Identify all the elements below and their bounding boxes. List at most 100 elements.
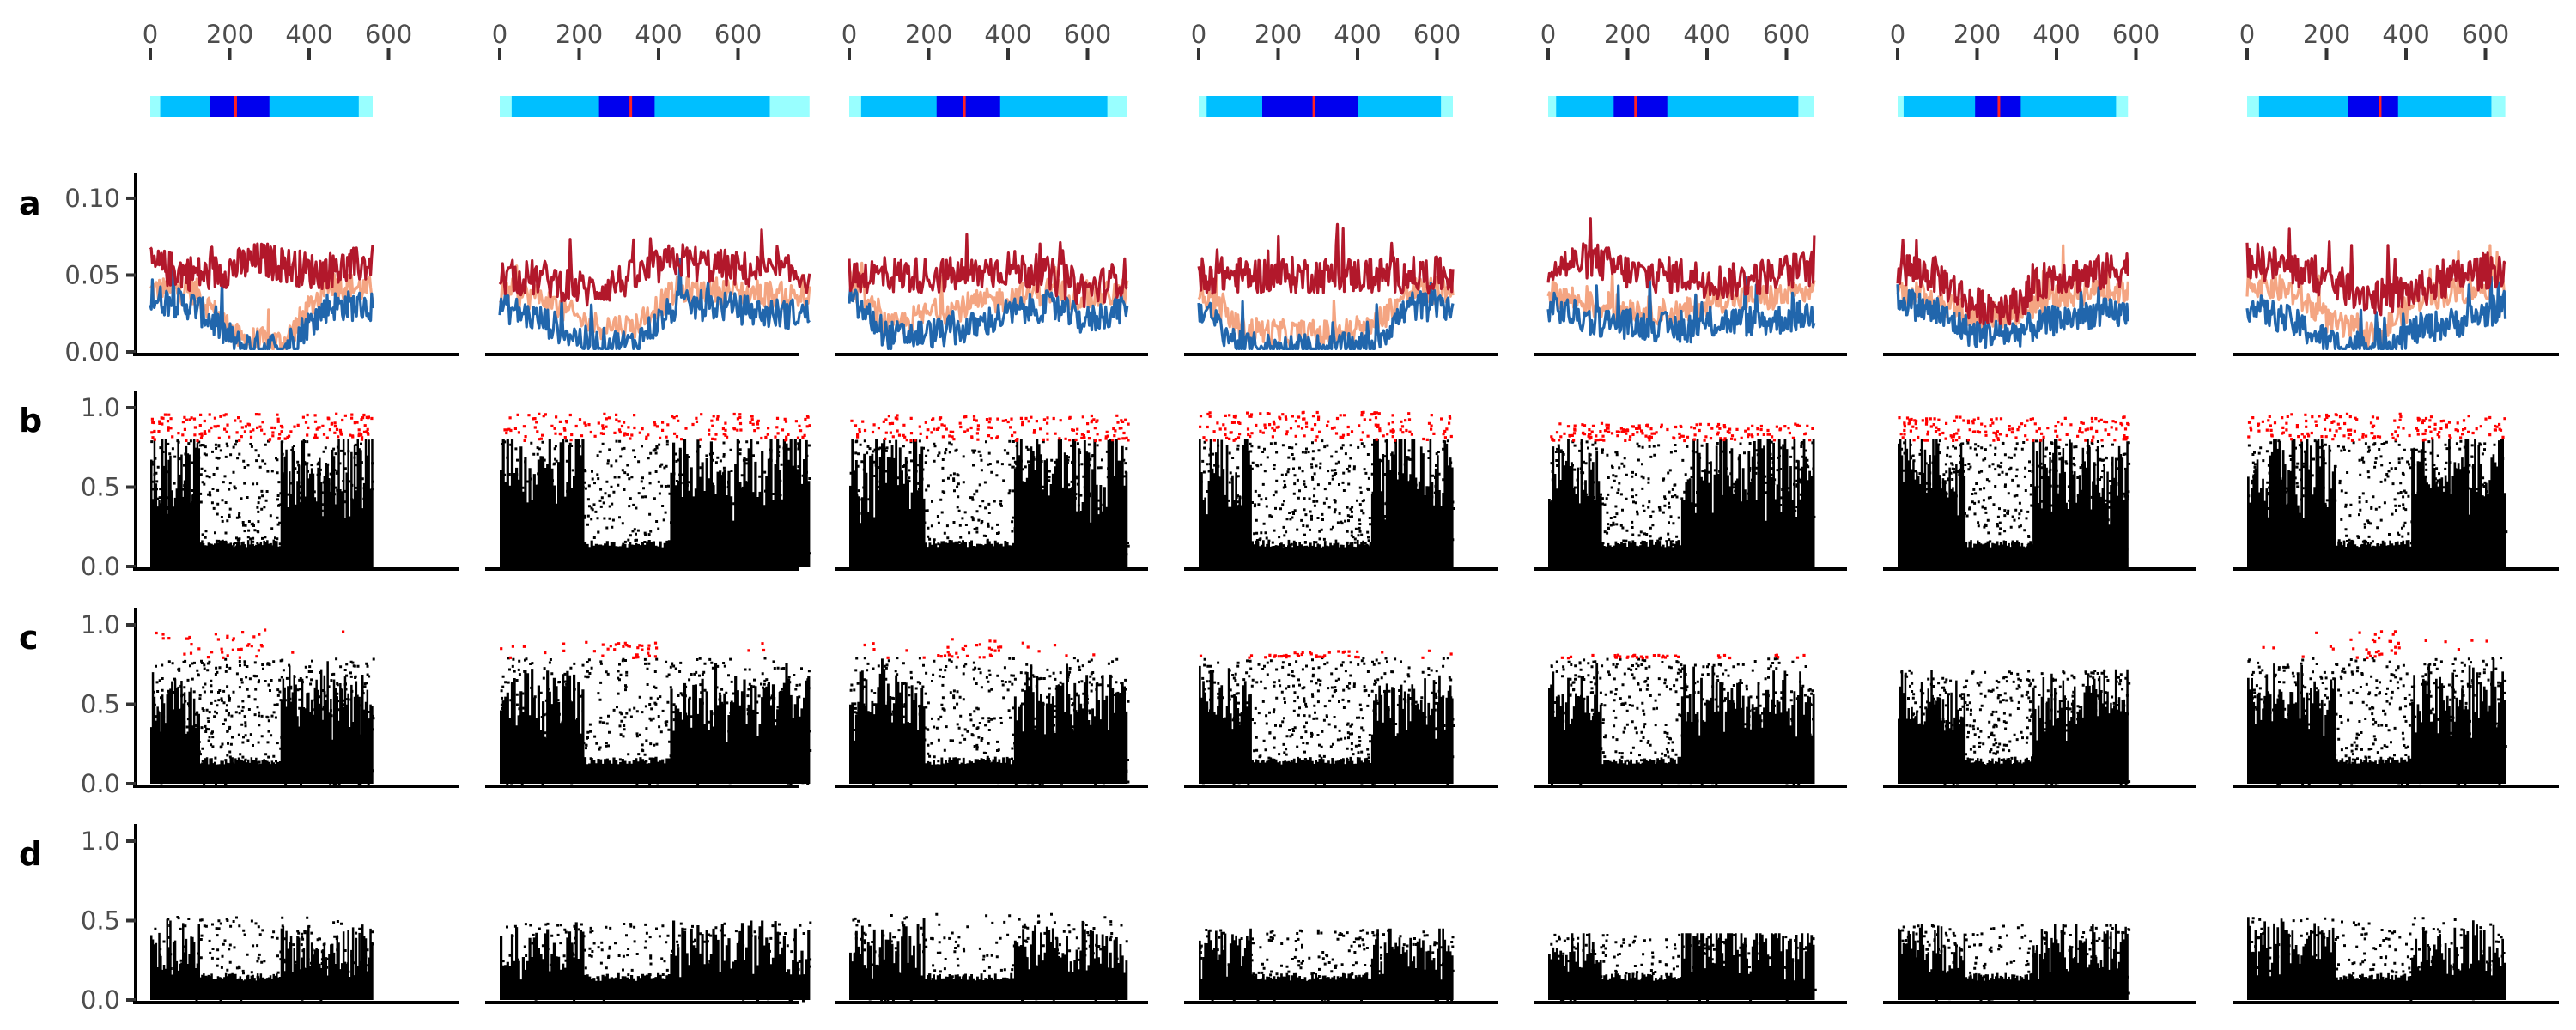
point-mass [1199, 439, 1454, 566]
panel-letter: a [19, 185, 41, 222]
highlighted-points [2247, 412, 2506, 442]
point-mass [500, 663, 811, 784]
top-tick-label: 200 [556, 20, 603, 49]
top-tick-label: 600 [1413, 20, 1461, 49]
ideogram-centromere [210, 96, 270, 117]
top-tick-label: 600 [365, 20, 412, 49]
point-mass [500, 439, 811, 566]
point-mass [1898, 439, 2129, 566]
series-low-line [1197, 282, 1455, 350]
series-low-line [498, 258, 811, 350]
y-tick-label: 0.5 [81, 473, 120, 502]
panel-c-1 [133, 628, 459, 788]
y-tick-label: 0.0 [81, 552, 120, 581]
chromosome-ideogram-2 [500, 96, 810, 117]
chromosome-ideogram-5 [1548, 96, 1814, 117]
chromosome-ideogram-1 [150, 96, 373, 117]
panel-a-4 [1184, 222, 1498, 356]
point-mass [1548, 933, 1815, 1000]
y-tick-label: 0.5 [81, 690, 120, 719]
panel-c-5 [1534, 653, 1847, 788]
top-tick-label: 400 [635, 20, 682, 49]
panel-c-3 [835, 638, 1148, 788]
scatter-points [1548, 657, 1815, 785]
top-tick-label: 600 [1763, 20, 1810, 49]
ideogram-arm-band [1556, 96, 1799, 117]
ideogram-centromere [1613, 96, 1668, 117]
top-tick-label: 600 [1064, 20, 1111, 49]
point-mass [1548, 439, 1815, 566]
point-mass [150, 661, 374, 784]
y-tick-label: 1.0 [81, 827, 120, 856]
point-mass [500, 920, 811, 1000]
highlighted-points [1550, 421, 1814, 443]
chromosome-ideogram-4 [1199, 96, 1453, 117]
scatter-points [1199, 929, 1455, 1003]
y-tick-label: 0.05 [64, 260, 120, 289]
top-tick-label: 200 [905, 20, 952, 49]
top-tick-label: 600 [714, 20, 762, 49]
point-mass [150, 918, 374, 1000]
scatter-points [849, 439, 1130, 569]
scatter-points [150, 657, 375, 786]
top-tick-label: 200 [1255, 20, 1302, 49]
top-tick-label: 0 [143, 20, 158, 49]
panel-d-4 [1184, 928, 1498, 1004]
top-tick-label: 400 [1683, 20, 1730, 49]
top-tick-label: 400 [2382, 20, 2429, 49]
top-tick-label: 0 [2239, 20, 2255, 49]
scatter-points [2247, 439, 2508, 569]
scatter-points [500, 657, 812, 786]
highlighted-points [503, 412, 811, 442]
ideogram-centromere [1262, 96, 1358, 117]
y-tick-label: 0.0 [81, 769, 120, 798]
series-high-line [1896, 238, 2129, 326]
series-high-line [498, 228, 811, 307]
top-tick-label: 400 [1334, 20, 1381, 49]
panel-a-1 [133, 242, 459, 356]
point-mass [1199, 665, 1454, 784]
highlighted-points [1898, 415, 2130, 443]
panel-d-2 [485, 920, 812, 1004]
panel-c-2 [485, 640, 812, 788]
panel-b-3 [835, 414, 1148, 571]
series-mid-line [848, 261, 1129, 337]
panel-row-b: b 0.0 0.5 1.0 [19, 391, 2559, 581]
y-tick-label: 1.0 [81, 610, 120, 639]
scatter-points [150, 916, 374, 1003]
highlighted-points [1199, 649, 1453, 659]
scatter-points [1898, 439, 2131, 569]
scatter-points [1550, 440, 1816, 569]
panel-b-2 [485, 412, 811, 571]
panel-row-a: a 0.00 0.05 0.10 [19, 173, 2559, 367]
highlighted-points [155, 628, 345, 659]
ideogram-centromere [2348, 96, 2398, 117]
highlighted-points [863, 638, 1096, 659]
y-tick-label: 0.5 [81, 906, 120, 936]
top-tick-label: 0 [841, 20, 857, 49]
y-tick-label: 0.10 [64, 184, 120, 213]
scatter-points [501, 921, 812, 1003]
top-tick-label: 400 [285, 20, 332, 49]
scatter-points [150, 439, 374, 569]
top-tick-label: 200 [1953, 20, 2001, 49]
highlighted-points [150, 412, 374, 443]
y-tick-label: 0.00 [64, 337, 120, 367]
chromosome-ideogram-3 [849, 96, 1127, 117]
panel-row-c: c 0.0 0.5 1.0 [19, 608, 2559, 798]
top-tick-label: 0 [492, 20, 507, 49]
point-mass [150, 439, 374, 566]
top-tick-label: 400 [984, 20, 1031, 49]
series-low-line [1546, 276, 1816, 344]
series-high-line [1197, 222, 1455, 295]
point-mass [1199, 928, 1454, 1000]
scatter-points [1898, 669, 2131, 786]
panel-b-4 [1184, 410, 1498, 571]
panel-row-d: d 0.0 0.5 1.0 [19, 824, 2559, 1015]
panel-b-6 [1883, 415, 2196, 571]
top-tick-label: 0 [1890, 20, 1905, 49]
panel-a-6 [1883, 238, 2196, 356]
panel-a-3 [835, 233, 1148, 356]
top-tick-label: 200 [2303, 20, 2350, 49]
